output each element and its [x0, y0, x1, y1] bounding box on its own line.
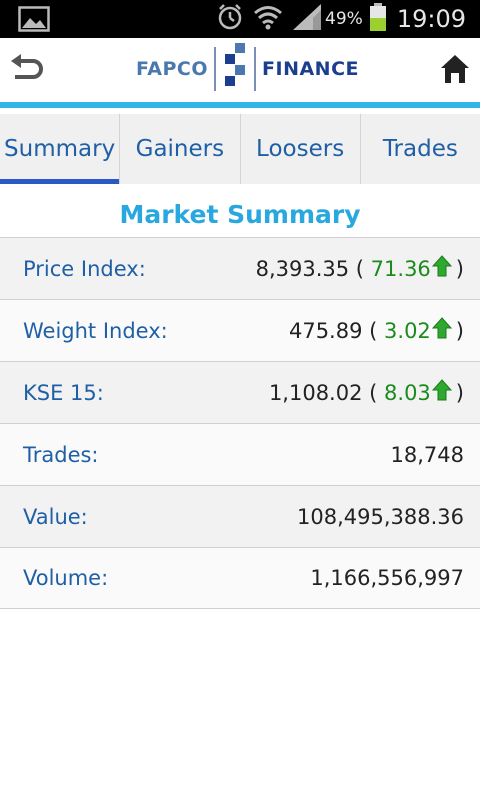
paren-close: ) — [455, 380, 464, 405]
battery-icon — [369, 3, 387, 35]
row-label: KSE 15: — [23, 380, 104, 405]
row-label: Volume: — [23, 566, 109, 590]
tab-label: Loosers — [256, 136, 345, 162]
row-value: 18,748 — [390, 442, 464, 467]
section-title: Market Summary — [119, 199, 361, 229]
paren-open: ( — [369, 318, 378, 343]
paren-close: ) — [455, 318, 464, 343]
tab-label: Summary — [4, 136, 116, 162]
row-label: Weight Index: — [23, 318, 168, 343]
row-label: Trades: — [23, 442, 99, 467]
arrow-up-icon — [431, 317, 452, 344]
back-icon — [9, 53, 43, 87]
list-item: Value: 108,495,388.36 — [0, 485, 480, 547]
paren-open: ( — [355, 256, 364, 281]
clock: 19:09 — [396, 5, 466, 33]
row-value: 1,108.02 ( 8.03) — [269, 379, 464, 406]
alarm-icon — [217, 3, 243, 35]
row-value: 8,393.35 ( 71.36) — [256, 255, 464, 282]
change-text: 71.36 — [370, 256, 431, 281]
list-item: KSE 15: 1,108.02 ( 8.03) — [0, 361, 480, 423]
logo-mark-icon — [222, 43, 248, 95]
value-text: 8,393.35 — [255, 256, 350, 281]
row-value: 1,166,556,997 — [310, 566, 464, 590]
value-text: 475.89 — [288, 318, 363, 343]
home-icon — [440, 54, 470, 88]
tab-gainers[interactable]: Gainers — [120, 114, 241, 184]
home-button[interactable] — [438, 54, 472, 88]
tab-bar: Summary Gainers Loosers Trades — [0, 114, 480, 184]
image-notification-icon — [18, 6, 50, 36]
row-label: Price Index: — [23, 256, 146, 281]
value-text: 1,108.02 — [268, 380, 363, 405]
list-item: Price Index: 8,393.35 ( 71.36) — [0, 237, 480, 299]
app-header: FAPCO FINANCE — [0, 38, 480, 102]
list-item: Volume: 1,166,556,997 — [0, 547, 480, 609]
tab-label: Gainers — [135, 136, 225, 162]
tab-loosers[interactable]: Loosers — [241, 114, 361, 184]
row-value: 108,495,388.36 — [297, 504, 464, 529]
arrow-up-icon — [431, 379, 452, 406]
change-text: 8.03 — [384, 380, 431, 405]
wifi-icon — [253, 4, 283, 34]
list-item: Weight Index: 475.89 ( 3.02) — [0, 299, 480, 361]
logo-divider — [254, 47, 257, 91]
tab-label: Trades — [382, 136, 458, 162]
logo-divider — [214, 47, 217, 91]
back-button[interactable] — [6, 52, 46, 88]
header-accent-rule — [0, 102, 480, 108]
arrow-up-icon — [431, 255, 452, 282]
battery-percent: 49% — [325, 9, 363, 29]
app-logo: FAPCO FINANCE — [136, 43, 360, 95]
paren-close: ) — [455, 256, 464, 281]
row-value: 475.89 ( 3.02) — [289, 317, 464, 344]
paren-open: ( — [369, 380, 378, 405]
logo-text-fapco: FAPCO — [136, 58, 209, 80]
list-item: Trades: 18,748 — [0, 423, 480, 485]
signal-icon — [293, 4, 322, 34]
row-label: Value: — [23, 504, 88, 529]
tab-summary[interactable]: Summary — [0, 114, 121, 184]
market-summary-list: Price Index: 8,393.35 ( 71.36) Weight In… — [0, 237, 480, 609]
change-text: 3.02 — [384, 318, 431, 343]
status-bar: 49% 19:09 — [0, 0, 480, 38]
tab-trades[interactable]: Trades — [361, 114, 480, 184]
logo-text-finance: FINANCE — [262, 58, 360, 80]
